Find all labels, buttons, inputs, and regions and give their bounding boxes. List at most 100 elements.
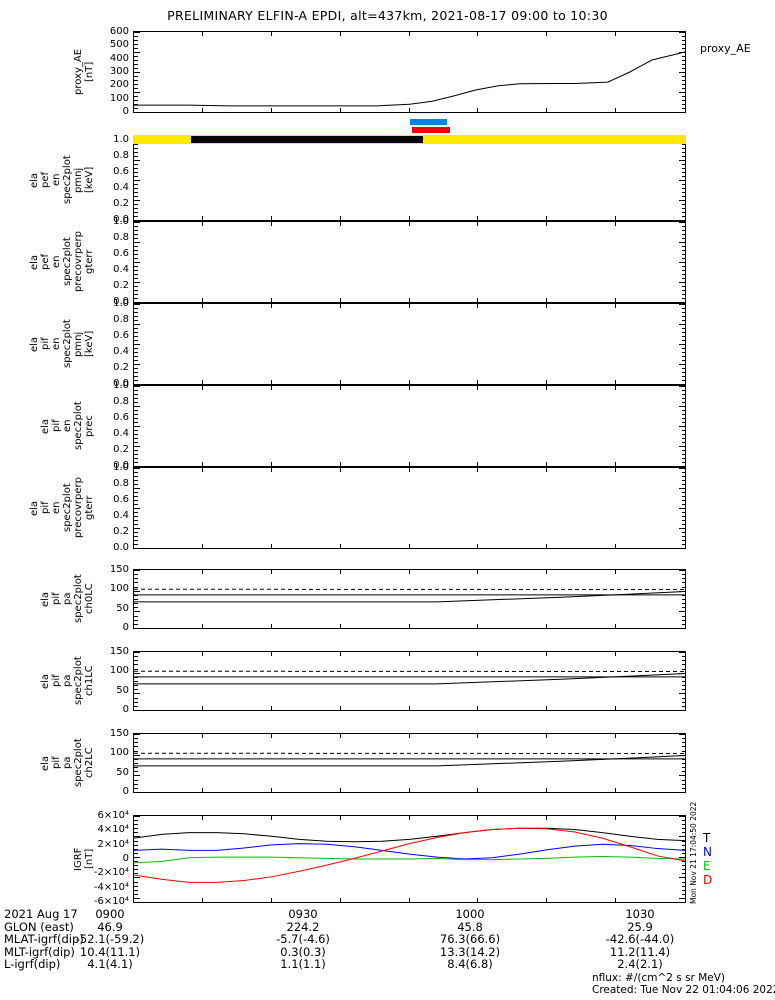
proxy-ae-right-label: proxy_AE bbox=[700, 42, 751, 55]
xtick bbox=[477, 468, 479, 472]
xtick bbox=[201, 652, 203, 656]
xtick bbox=[339, 32, 341, 36]
panel-ela-pif-pa-spec2plot-ch1lc bbox=[133, 651, 686, 711]
panel-data-proxy-ae bbox=[134, 32, 685, 112]
ytick-label: 0.0 bbox=[113, 214, 129, 225]
xtick bbox=[270, 216, 272, 220]
xtick bbox=[615, 544, 617, 548]
ytick-label: 0.4 bbox=[113, 264, 129, 275]
xtick bbox=[339, 468, 341, 472]
axis-ticks-left bbox=[134, 468, 141, 548]
xtick bbox=[201, 386, 203, 390]
table-cell: 224.2 bbox=[286, 919, 320, 934]
table-cell: 25.9 bbox=[627, 919, 653, 934]
xtick bbox=[270, 624, 272, 628]
xtick bbox=[339, 298, 341, 302]
xtick bbox=[339, 816, 341, 820]
table-cell: 1.1(1.1) bbox=[280, 957, 326, 972]
marker-red-bar bbox=[412, 127, 450, 133]
xtick bbox=[270, 468, 272, 472]
xtick bbox=[546, 386, 548, 390]
xtick bbox=[408, 216, 410, 220]
xtick bbox=[477, 706, 479, 710]
ytick-label: 0.8 bbox=[113, 150, 129, 161]
xtick bbox=[477, 32, 479, 36]
ytick-label: 150 bbox=[109, 728, 129, 739]
ytick-label: 200 bbox=[109, 79, 129, 91]
panel-data-ela-pif-en-spec2plot-prec bbox=[134, 386, 685, 466]
xtick bbox=[339, 652, 341, 656]
xtick bbox=[615, 570, 617, 574]
ytick-label: 300 bbox=[109, 66, 129, 77]
panel-ylabel-igrf: IGRF [nT] bbox=[73, 847, 95, 871]
ytick-label: -2×10⁴ bbox=[93, 867, 129, 879]
table-cell: 1030 bbox=[625, 907, 655, 921]
ytick-label: 0 bbox=[122, 106, 129, 117]
science-zone-black-bar bbox=[191, 136, 424, 143]
table-cell: 1000 bbox=[455, 907, 485, 921]
ytick-label: 500 bbox=[109, 39, 129, 51]
axis-ticks-left bbox=[134, 734, 141, 792]
xtick bbox=[201, 898, 203, 902]
panel-data-ela-pif-pa-spec2plot-ch2lc bbox=[134, 734, 685, 792]
ytick-label: 6×10⁴ bbox=[97, 810, 129, 821]
xtick bbox=[477, 462, 479, 466]
legend-item-T: T bbox=[703, 831, 711, 845]
table-cell: 13.3(14.2) bbox=[439, 944, 501, 959]
xtick bbox=[546, 652, 548, 656]
xtick bbox=[339, 898, 341, 902]
table-cell: 0.3(0.3) bbox=[280, 944, 326, 959]
xtick bbox=[615, 298, 617, 302]
xtick bbox=[270, 734, 272, 738]
footer-created: Created: Tue Nov 22 01:04:06 2022 bbox=[592, 984, 775, 996]
ytick-label: 0 bbox=[122, 622, 129, 633]
panel-ylabel-ela-pif-en-spec2plot-precovrperp-gterr: ela pif en spec2plot precovrperp gterr bbox=[29, 477, 95, 539]
ytick-label: 0.2 bbox=[113, 444, 129, 455]
xtick bbox=[201, 624, 203, 628]
xtick bbox=[201, 304, 203, 308]
ytick-label: 100 bbox=[109, 665, 129, 677]
xtick bbox=[546, 32, 548, 36]
xtick bbox=[546, 108, 548, 112]
xtick bbox=[339, 462, 341, 466]
xtick bbox=[408, 788, 410, 792]
xtick bbox=[270, 298, 272, 302]
table-cell: -5.7(-4.6) bbox=[276, 932, 330, 947]
xtick bbox=[615, 386, 617, 390]
ytick-label: 0.4 bbox=[113, 510, 129, 521]
xtick bbox=[615, 222, 617, 226]
panel-proxy-ae bbox=[133, 31, 686, 113]
xtick bbox=[477, 304, 479, 308]
table-row-label: 2021 Aug 17 bbox=[4, 907, 78, 921]
xtick bbox=[201, 544, 203, 548]
xtick bbox=[477, 816, 479, 820]
ytick-label: 100 bbox=[109, 92, 129, 104]
panel-ela-pif-en-spec2plot-precovrperp-gterr bbox=[133, 467, 686, 549]
table-cell: 45.8 bbox=[457, 919, 483, 934]
xtick bbox=[546, 570, 548, 574]
panel-ylabel-ela-pef-en-spec2plot-precovrperp-gterr: ela pef en spec2plot precovrperp gterr bbox=[29, 231, 95, 293]
ytick-label: 0 bbox=[122, 853, 129, 864]
axis-ticks-right bbox=[678, 816, 685, 902]
xtick bbox=[546, 734, 548, 738]
xtick bbox=[201, 222, 203, 226]
ytick-label: 0.0 bbox=[113, 296, 129, 307]
xtick bbox=[339, 570, 341, 574]
xtick bbox=[477, 380, 479, 384]
series-e bbox=[134, 857, 685, 863]
panel-data-ela-pif-pa-spec2plot-ch0lc bbox=[134, 570, 685, 628]
xtick bbox=[546, 788, 548, 792]
xtick bbox=[408, 304, 410, 308]
ytick-label: 0 bbox=[122, 704, 129, 715]
xtick bbox=[339, 380, 341, 384]
table-row-label: L-igrf(dip) bbox=[4, 957, 61, 972]
xtick bbox=[408, 706, 410, 710]
panel-ela-pef-en-spec2plot-pmnj bbox=[133, 139, 686, 221]
ytick-label: 0.6 bbox=[113, 330, 129, 341]
legend-item-D: D bbox=[703, 873, 713, 887]
panel-data-ela-pef-en-spec2plot-precovrperp-gterr bbox=[134, 222, 685, 302]
ytick-label: 0.4 bbox=[113, 182, 129, 193]
xtick bbox=[201, 108, 203, 112]
ytick-label: 0.2 bbox=[113, 526, 129, 537]
xtick bbox=[615, 380, 617, 384]
